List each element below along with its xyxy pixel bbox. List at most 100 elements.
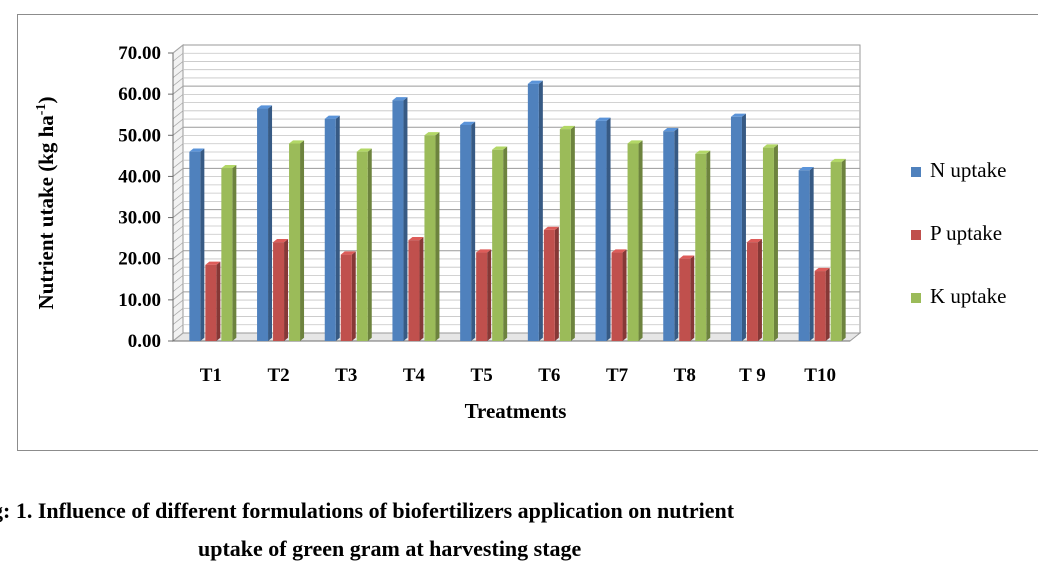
gridline-side xyxy=(172,176,184,185)
y-axis-title: Nutrient utake (kg ha-1) xyxy=(34,97,58,310)
gridline-side xyxy=(172,332,184,342)
gridline-side xyxy=(172,275,184,284)
bar-top xyxy=(746,239,762,243)
bar-top xyxy=(492,146,508,150)
gridline-side xyxy=(172,250,184,260)
x-tick-label: T8 xyxy=(674,365,696,386)
bar-top xyxy=(356,148,372,152)
bar-p-uptake xyxy=(205,264,217,341)
bar-n-uptake xyxy=(730,116,742,342)
gridline-side xyxy=(172,69,184,78)
bar-n-uptake xyxy=(527,83,539,341)
x-axis-title: Treatments xyxy=(465,399,567,423)
caption-line-1: g: 1. Influence of different formulation… xyxy=(0,498,735,523)
bar-side xyxy=(471,121,476,341)
bar-top xyxy=(559,125,575,130)
bar-top xyxy=(221,165,237,169)
bar-top xyxy=(392,97,408,101)
gridline-side xyxy=(172,291,184,301)
gridline-side xyxy=(172,184,184,194)
bar-side xyxy=(841,158,846,341)
bar-side xyxy=(570,125,575,342)
gridline-side xyxy=(172,61,184,70)
gridline-side xyxy=(172,126,184,136)
bar-top xyxy=(814,267,830,272)
bar-side xyxy=(674,127,679,341)
bar-top xyxy=(189,148,205,152)
legend-label: K uptake xyxy=(930,284,1006,308)
bar-p-uptake xyxy=(408,240,420,341)
bar-top xyxy=(273,239,289,243)
bar-top xyxy=(460,121,476,125)
bar-side xyxy=(554,226,559,341)
bar-top xyxy=(730,113,746,117)
gridline-side xyxy=(172,52,184,62)
bar-top xyxy=(762,144,778,148)
bar-top xyxy=(830,158,846,163)
bar-p-uptake xyxy=(814,271,826,341)
bar-side xyxy=(284,239,289,341)
gridline-side xyxy=(172,118,184,128)
legend-swatch xyxy=(911,230,921,240)
legend-swatch xyxy=(911,293,921,303)
y-tick-label: 60.00 xyxy=(118,84,161,105)
gridline-side xyxy=(172,168,184,177)
y-tick-label: 30.00 xyxy=(118,208,161,229)
bar-top xyxy=(527,80,543,84)
x-tick-label: T1 xyxy=(200,365,222,386)
gridline-side xyxy=(172,233,184,243)
gridline-side xyxy=(172,308,184,317)
bar-top xyxy=(663,127,679,132)
bar-top xyxy=(424,132,440,136)
bar-side xyxy=(606,117,611,341)
legend-swatch xyxy=(911,167,921,177)
bar-top xyxy=(627,140,643,144)
bar-top xyxy=(679,255,695,259)
bar-p-uptake xyxy=(543,229,555,341)
bar-k-uptake xyxy=(221,168,233,341)
bar-k-uptake xyxy=(492,149,504,341)
bar-side xyxy=(351,251,356,341)
bar-k-uptake xyxy=(762,147,774,341)
gridline-side xyxy=(172,102,184,111)
bar-p-uptake xyxy=(476,252,488,341)
bar-n-uptake xyxy=(460,125,472,341)
bar-top xyxy=(543,226,559,230)
gridline-side xyxy=(172,77,184,87)
bar-side xyxy=(538,80,543,342)
bar-k-uptake xyxy=(830,162,842,341)
y-tick-label: 70.00 xyxy=(118,43,161,64)
bar-top xyxy=(257,105,273,109)
bar-n-uptake xyxy=(798,170,810,341)
bar-n-uptake xyxy=(257,108,269,342)
gridline-side xyxy=(172,209,184,218)
bar-side xyxy=(622,249,627,341)
x-tick-label: T6 xyxy=(538,365,560,386)
bar-side xyxy=(706,150,711,341)
x-tick-label: T5 xyxy=(471,365,493,386)
bar-top xyxy=(476,249,492,253)
bar-p-uptake xyxy=(340,254,352,341)
bar-side xyxy=(757,239,762,341)
y-tick-label: 50.00 xyxy=(118,125,161,146)
gridline-side xyxy=(172,258,184,268)
gridline-side xyxy=(172,135,184,144)
y-tick-label: 40.00 xyxy=(118,166,161,187)
gridline-side xyxy=(172,316,184,325)
gridline-side xyxy=(172,192,184,202)
gridline-side xyxy=(172,217,184,227)
gridline-side xyxy=(172,44,184,54)
bar-top xyxy=(611,249,627,253)
x-tick-label: T 9 xyxy=(739,365,766,386)
bar-side xyxy=(809,167,814,341)
bar-k-uptake xyxy=(356,151,368,341)
gridline-side xyxy=(172,299,184,309)
bar-top xyxy=(205,261,221,265)
bar-top xyxy=(289,140,305,144)
bar-n-uptake xyxy=(595,120,607,341)
bar-k-uptake xyxy=(559,129,571,341)
x-tick-label: T4 xyxy=(403,365,426,386)
bar-n-uptake xyxy=(189,151,201,341)
bar-top xyxy=(798,167,814,171)
gridline-side xyxy=(172,159,184,169)
